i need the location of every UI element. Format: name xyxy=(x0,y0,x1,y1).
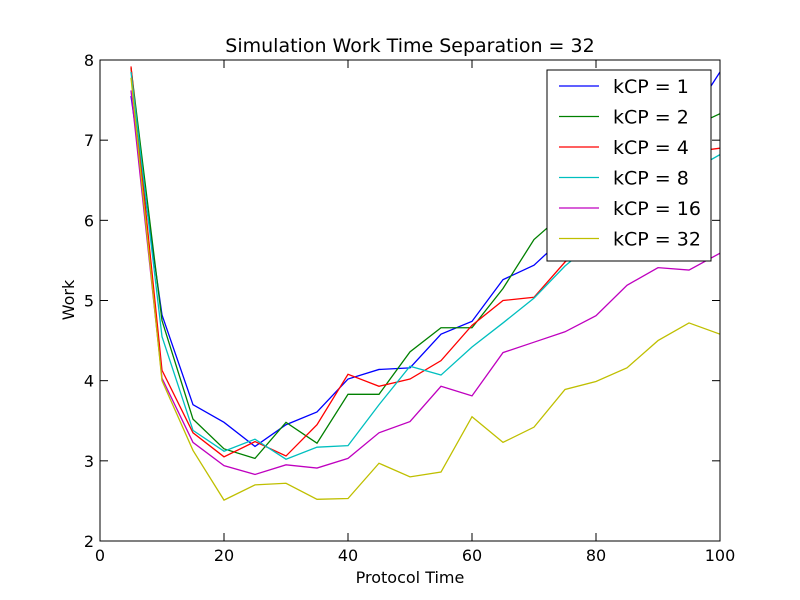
x-tick-label: 100 xyxy=(705,546,736,565)
x-tick-label: 0 xyxy=(95,546,105,565)
y-tick-label: 2 xyxy=(84,532,94,551)
legend-frame xyxy=(546,69,712,262)
x-tick-label: 60 xyxy=(462,546,482,565)
legend-label: kCP = 2 xyxy=(613,107,689,129)
legend-label: kCP = 4 xyxy=(613,137,689,159)
legend-label: kCP = 32 xyxy=(613,229,701,251)
x-axis-label: Protocol Time xyxy=(356,568,465,587)
x-tick-label: 80 xyxy=(586,546,606,565)
tick-labels-layer: 0 20 40 60 80 100 2 3 4 5 6 7 8 xyxy=(84,51,735,565)
series-line-5 xyxy=(130,77,720,501)
y-tick-label: 6 xyxy=(84,211,94,230)
series-line-4 xyxy=(130,90,720,476)
y-axis-label: Work xyxy=(59,279,78,320)
legend-label: kCP = 1 xyxy=(613,76,689,98)
y-tick-label: 5 xyxy=(84,292,94,311)
chart-title: Simulation Work Time Separation = 32 xyxy=(225,35,594,57)
y-tick-label: 7 xyxy=(84,131,94,150)
x-tick-label: 40 xyxy=(338,546,358,565)
y-tick-label: 8 xyxy=(84,51,94,70)
x-tick-label: 20 xyxy=(214,546,234,565)
legend: kCP = 1 kCP = 2 kCP = 4 kCP = 8 kCP = 16 kCP … xyxy=(546,69,712,262)
y-tick-label: 4 xyxy=(84,372,94,391)
legend-label: kCP = 16 xyxy=(613,198,701,220)
series-layer xyxy=(130,66,720,501)
legend-label: kCP = 8 xyxy=(613,168,689,190)
ticks-layer xyxy=(99,59,721,542)
y-tick-label: 3 xyxy=(84,452,94,471)
